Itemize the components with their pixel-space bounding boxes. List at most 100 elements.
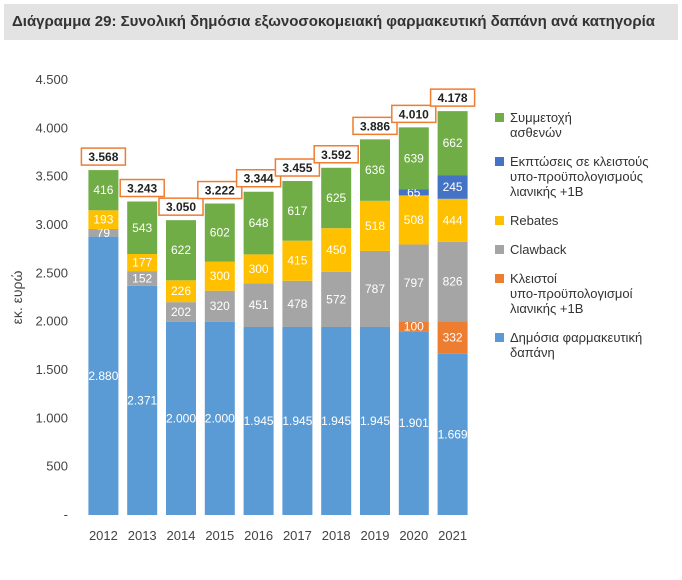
- total-label: 3.568: [88, 150, 118, 164]
- y-tick-label: -: [64, 507, 68, 522]
- bar-segment: [437, 353, 468, 515]
- x-tick-label: 2013: [128, 528, 157, 543]
- total-label: 3.243: [127, 182, 157, 196]
- legend-label: υπο-προϋπολογισμοί: [510, 286, 633, 301]
- data-label: 508: [404, 213, 424, 227]
- total-label-box: [352, 116, 398, 136]
- bar-segment: [88, 228, 119, 237]
- total-label: 3.592: [321, 148, 351, 162]
- legend-swatch: [495, 333, 504, 342]
- data-label: 177: [132, 256, 152, 270]
- legend-label: ασθενών: [510, 125, 562, 140]
- data-label: 543: [132, 221, 152, 235]
- x-tick-label: 2018: [322, 528, 351, 543]
- y-tick-label: 1.500: [35, 362, 68, 377]
- legend-swatch: [495, 245, 504, 254]
- bar-segment: [398, 195, 429, 245]
- bar-segment: [166, 321, 196, 515]
- legend-swatch: [495, 274, 504, 283]
- data-label: 1.669: [438, 427, 468, 441]
- total-label-box: [80, 147, 127, 166]
- bar-segment: [360, 250, 390, 327]
- total-label: 4.010: [399, 107, 429, 121]
- data-label: 193: [93, 213, 113, 227]
- total-label: 3.344: [244, 172, 274, 186]
- legend-label: λιανικής +1Β: [510, 301, 583, 316]
- legend-label: Εκπτώσεις σε κλειστούς: [510, 154, 649, 169]
- bar-segment: [398, 321, 429, 332]
- x-tick-label: 2016: [244, 528, 273, 543]
- bar-segment: [321, 228, 352, 272]
- data-label: 797: [404, 276, 424, 290]
- total-label-box: [391, 104, 437, 124]
- data-label: 2.000: [166, 411, 196, 425]
- total-label-box: [119, 178, 165, 198]
- bar-segment: [204, 203, 235, 262]
- bar-segment: [243, 326, 274, 515]
- data-label: 79: [97, 226, 111, 240]
- bar-segment: [437, 111, 468, 176]
- total-label: 4.178: [438, 91, 468, 105]
- data-label: 300: [210, 269, 230, 283]
- y-tick-label: 1.000: [35, 410, 68, 425]
- data-label: 2.371: [127, 393, 157, 407]
- bar-segment: [88, 170, 119, 211]
- total-label-box: [158, 197, 204, 216]
- bar-segment: [127, 271, 158, 286]
- legend-label: Clawback: [510, 242, 567, 257]
- bar-segment: [398, 244, 429, 322]
- bar-segment: [166, 220, 196, 281]
- data-label: 100: [404, 319, 424, 333]
- data-label: 636: [365, 163, 385, 177]
- bar-segment: [321, 326, 352, 515]
- x-tick-label: 2014: [167, 528, 196, 543]
- bar-segment: [321, 271, 352, 327]
- data-label: 152: [132, 271, 152, 285]
- data-label: 450: [326, 243, 346, 257]
- data-label: 478: [287, 297, 307, 311]
- bar-segment: [166, 280, 196, 303]
- y-tick-label: 3.000: [35, 217, 68, 232]
- bar-segment: [88, 236, 119, 515]
- bar-segment: [204, 321, 235, 515]
- bar-segment: [398, 189, 429, 196]
- bar-segment: [88, 210, 119, 229]
- data-label: 320: [210, 299, 230, 313]
- data-label: 416: [93, 183, 113, 197]
- data-label: 1.945: [244, 414, 274, 428]
- data-label: 518: [365, 219, 385, 233]
- bar-segment: [204, 261, 235, 291]
- bar-segment: [360, 326, 390, 515]
- bar-segment: [282, 326, 313, 515]
- legend-swatch: [495, 157, 504, 166]
- bar-segment: [360, 200, 390, 251]
- bar-segment: [243, 191, 274, 255]
- x-tick-label: 2021: [438, 528, 467, 543]
- legend-swatch: [495, 216, 504, 225]
- legend-label: Rebates: [510, 213, 559, 228]
- data-label: 1.901: [399, 416, 429, 430]
- total-label: 3.050: [166, 200, 196, 214]
- data-label: 2.880: [88, 369, 118, 383]
- bar-segment: [437, 198, 468, 242]
- bar-segment: [398, 331, 429, 515]
- bar-segment: [204, 290, 235, 322]
- data-label: 2.000: [205, 411, 235, 425]
- bar-segment: [127, 201, 158, 254]
- chart-title-bar: Διάγραμμα 29: Συνολική δημόσια εξωνοσοκο…: [4, 4, 678, 40]
- total-label: 3.455: [282, 161, 312, 175]
- data-label: 1.945: [282, 414, 312, 428]
- bar-segment: [321, 167, 352, 229]
- data-label: 245: [443, 180, 463, 194]
- bar-segment: [127, 285, 158, 515]
- data-label: 622: [171, 243, 191, 257]
- bar-segment: [398, 127, 429, 190]
- bar-segment: [243, 283, 274, 327]
- y-tick-label: 2.500: [35, 265, 68, 280]
- data-label: 332: [443, 331, 463, 345]
- data-label: 300: [249, 262, 269, 276]
- data-label: 826: [443, 275, 463, 289]
- bar-segment: [437, 175, 468, 199]
- x-tick-label: 2012: [89, 528, 118, 543]
